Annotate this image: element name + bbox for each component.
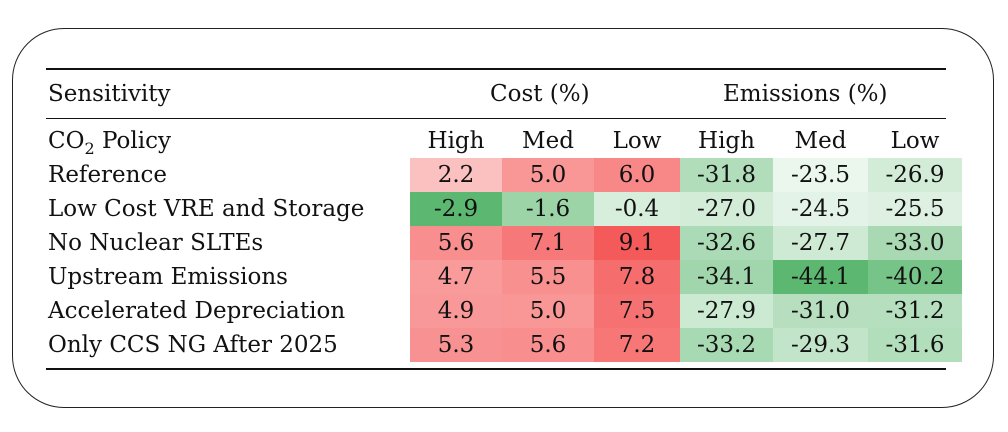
- column-header-med-emissions: Med: [794, 128, 847, 154]
- header-rule: [46, 118, 946, 119]
- table-cell-cost: 9.1: [594, 226, 680, 260]
- header-co2-policy: CO2 Policy: [48, 124, 171, 158]
- table-cell-emissions: -27.9: [680, 294, 773, 328]
- column-header-low-cost: Low: [612, 128, 662, 154]
- column-header-low-emissions: Low: [890, 128, 940, 154]
- policy-suffix: Policy: [94, 128, 171, 154]
- table-cell-emissions: -33.0: [868, 226, 962, 260]
- table-cell-emissions: -31.8: [680, 158, 773, 192]
- table-cell-cost: 4.7: [410, 260, 502, 294]
- row-label: Low Cost VRE and Storage: [48, 196, 365, 222]
- table-cell-emissions: -24.5: [773, 192, 868, 226]
- column-header-med-cost: Med: [522, 128, 574, 154]
- top-rule: [46, 68, 946, 70]
- policy-prefix: CO: [48, 128, 85, 154]
- header-sensitivity: Sensitivity: [48, 81, 171, 107]
- table-cell-cost: 5.0: [502, 294, 594, 328]
- table-cell-cost: 5.0: [502, 158, 594, 192]
- bottom-rule: [46, 368, 946, 370]
- row-label: Only CCS NG After 2025: [48, 332, 338, 358]
- header-emissions-group: Emissions (%): [723, 81, 888, 107]
- table-cell-emissions: -26.9: [868, 158, 962, 192]
- table-cell-cost: 5.3: [410, 328, 502, 362]
- table-cell-cost: 2.2: [410, 158, 502, 192]
- table-cell-cost: 7.1: [502, 226, 594, 260]
- table-cell-emissions: -34.1: [680, 260, 773, 294]
- table-cell-cost: 7.8: [594, 260, 680, 294]
- table-cell-cost: -2.9: [410, 192, 502, 226]
- table-cell-emissions: -27.0: [680, 192, 773, 226]
- table-cell-cost: 6.0: [594, 158, 680, 192]
- table-cell-cost: 4.9: [410, 294, 502, 328]
- column-header-high-cost: High: [427, 128, 485, 154]
- policy-subscript: 2: [84, 139, 95, 158]
- table-cell-emissions: -31.2: [868, 294, 962, 328]
- row-label: Accelerated Depreciation: [48, 298, 346, 324]
- row-label: Reference: [48, 162, 167, 188]
- table-cell-emissions: -33.2: [680, 328, 773, 362]
- table-frame: [12, 28, 994, 408]
- table-cell-cost: 5.6: [410, 226, 502, 260]
- table-cell-cost: 5.5: [502, 260, 594, 294]
- table-cell-cost: 7.2: [594, 328, 680, 362]
- table-cell-cost: 5.6: [502, 328, 594, 362]
- table-cell-emissions: -40.2: [868, 260, 962, 294]
- header-cost-group: Cost (%): [490, 81, 590, 107]
- table-cell-emissions: -31.6: [868, 328, 962, 362]
- table-cell-cost: -0.4: [594, 192, 680, 226]
- table-cell-emissions: -23.5: [773, 158, 868, 192]
- row-label: No Nuclear SLTEs: [48, 230, 264, 256]
- table-cell-emissions: -25.5: [868, 192, 962, 226]
- table-cell-emissions: -31.0: [773, 294, 868, 328]
- table-cell-cost: 7.5: [594, 294, 680, 328]
- table-cell-emissions: -44.1: [773, 260, 868, 294]
- table-cell-emissions: -32.6: [680, 226, 773, 260]
- table-cell-emissions: -27.7: [773, 226, 868, 260]
- row-label: Upstream Emissions: [48, 264, 288, 290]
- column-header-high-emissions: High: [698, 128, 755, 154]
- table-cell-cost: -1.6: [502, 192, 594, 226]
- table-cell-emissions: -29.3: [773, 328, 868, 362]
